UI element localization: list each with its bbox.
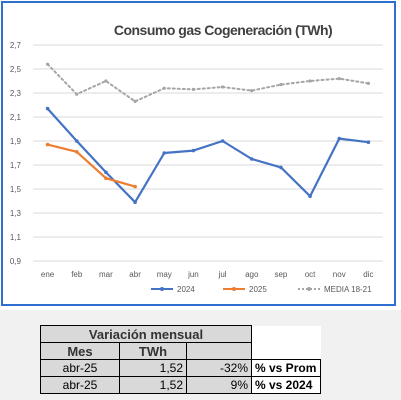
data-point: [337, 77, 341, 81]
data-point: [366, 140, 371, 144]
table-row: abr-25 1,52 -32% % vs Prom: [40, 359, 321, 377]
data-point: [337, 136, 342, 141]
cell-note: % vs 2024: [251, 376, 321, 394]
data-point: [45, 142, 50, 147]
data-point: [133, 184, 137, 189]
series-2024: [45, 106, 371, 204]
x-tick-label: feb: [71, 270, 83, 279]
cell-note: % vs Prom: [251, 359, 321, 377]
data-point: [308, 79, 312, 83]
grid-layer: [33, 44, 383, 262]
data-point: [75, 92, 79, 96]
data-point: [74, 139, 79, 143]
data-point: [279, 83, 283, 87]
y-axis: 0,9 1,1 1,3 1,5 1,7 1,9 2,1 2,3 2,5 2,7: [10, 41, 22, 266]
y-tick-label: 1,1: [10, 233, 22, 242]
data-point: [250, 89, 254, 93]
data-point: [191, 148, 196, 153]
y-tick-label: 1,5: [10, 185, 22, 194]
x-tick-label: nov: [333, 270, 346, 279]
data-point: [74, 150, 79, 154]
cell-pct: 9%: [186, 376, 252, 394]
y-tick-label: 2,1: [10, 113, 22, 122]
y-tick-label: 1,7: [10, 161, 22, 170]
data-point: [279, 165, 283, 170]
x-tick-label: abr: [129, 270, 141, 279]
y-tick-label: 2,5: [10, 65, 22, 74]
x-tick-label: jul: [218, 270, 227, 279]
series-line: [46, 107, 370, 204]
data-point: [104, 79, 108, 83]
series-layer: [45, 62, 371, 204]
series-line: [46, 63, 370, 103]
x-tick-label: jun: [187, 270, 199, 279]
line-chart: Consumo gas Cogeneración (TWh) 0,9 1,1 1,3…: [10, 22, 383, 294]
cell-mes: abr-25: [40, 359, 120, 377]
data-point: [162, 151, 167, 155]
data-point: [45, 62, 50, 66]
x-tick-label: ago: [245, 270, 259, 279]
x-tick-label: may: [157, 270, 172, 279]
y-tick-label: 1,3: [10, 209, 22, 218]
legend-label: 2025: [249, 285, 267, 294]
col-header-twh: TWh: [119, 342, 187, 360]
cell-pct: -32%: [186, 359, 252, 377]
legend: 2024 2025 MEDIA 18-21: [151, 285, 372, 294]
data-point: [133, 200, 137, 204]
series-media-18-21: [45, 62, 371, 103]
chart-title: Consumo gas Cogeneración (TWh): [114, 22, 332, 38]
y-tick-label: 2,3: [10, 89, 22, 98]
data-point: [133, 99, 137, 103]
x-axis: ene feb mar abr may jun jul ago sep oct nov dic: [41, 270, 374, 279]
x-tick-label: mar: [99, 270, 113, 279]
table-title: Variación mensual: [40, 325, 252, 343]
y-tick-label: 1,9: [10, 137, 22, 146]
x-tick-label: ene: [41, 270, 55, 279]
cell-twh: 1,52: [119, 359, 187, 377]
y-tick-label: 0,9: [10, 257, 22, 266]
col-header-mes: Mes: [40, 342, 120, 360]
cell-twh: 1,52: [119, 376, 187, 394]
series-line: [46, 143, 137, 188]
y-tick-label: 2,7: [10, 41, 22, 50]
legend-label: MEDIA 18-21: [324, 285, 372, 294]
x-tick-label: oct: [305, 270, 316, 279]
chart-frame: Consumo gas Cogeneración (TWh) 0,9 1,1 1,3…: [1, 1, 396, 306]
data-point: [220, 85, 225, 89]
data-point: [249, 157, 254, 161]
summary-area: Variación mensual Mes TWh abr-25 1,52 -3…: [0, 310, 401, 400]
data-point: [220, 139, 225, 143]
data-point: [104, 170, 108, 174]
data-point: [45, 106, 50, 111]
table-row: abr-25 1,52 9% % vs 2024: [40, 376, 321, 394]
x-tick-label: sep: [274, 270, 287, 279]
table-header-row: Mes TWh: [40, 342, 321, 360]
data-point: [162, 86, 166, 90]
data-point: [191, 87, 196, 91]
table-title-row: Variación mensual: [40, 325, 321, 343]
variation-table: Variación mensual Mes TWh abr-25 1,52 -3…: [40, 325, 321, 394]
legend-label: 2024: [177, 285, 195, 294]
data-point: [308, 194, 312, 198]
legend-marker: [307, 287, 311, 291]
data-point: [104, 176, 108, 180]
legend-marker: [160, 287, 164, 291]
cell-mes: abr-25: [40, 376, 120, 394]
x-tick-label: dic: [363, 270, 373, 279]
legend-marker: [232, 287, 236, 291]
data-point: [366, 81, 371, 85]
series-2025: [45, 142, 137, 189]
